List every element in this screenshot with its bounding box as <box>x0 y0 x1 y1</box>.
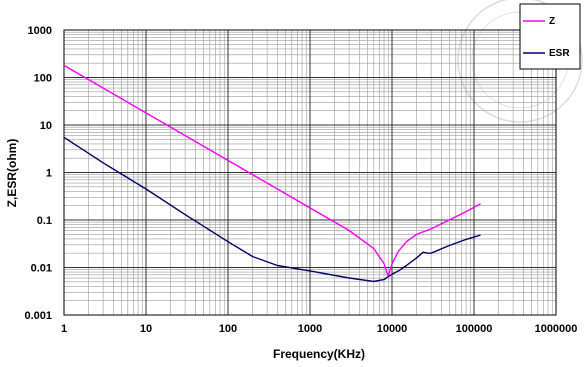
legend: Z ESR <box>519 3 581 70</box>
x-tick-label: 10000 <box>377 323 408 335</box>
y-tick-label: 1000 <box>28 25 52 37</box>
y-tick-label: 0.001 <box>24 310 52 322</box>
y-tick-label: 100 <box>34 73 52 85</box>
y-tick-label: 10 <box>40 120 52 132</box>
series-line-esr <box>63 136 481 283</box>
x-tick-label: 10 <box>140 323 152 335</box>
legend-label-esr: ESR <box>549 48 570 59</box>
x-axis-ticks: 1 10 100 1000 10000 100000 1000000 <box>61 323 577 335</box>
plot-frame <box>63 29 557 316</box>
x-tick-label: 1000000 <box>535 323 578 335</box>
legend-label-z: Z <box>549 16 555 27</box>
series-line-z <box>63 64 481 278</box>
x-axis-title: Frequency(KHz) <box>273 347 365 361</box>
y-tick-label: 1 <box>46 168 52 180</box>
x-tick-label: 100000 <box>456 323 493 335</box>
y-tick-label: 0.1 <box>37 215 52 227</box>
series-layer <box>63 64 481 283</box>
x-tick-label: 1000 <box>298 323 322 335</box>
y-tick-label: 0.01 <box>31 263 52 275</box>
y-axis-title: Z,ESR(ohm) <box>5 139 19 208</box>
watermark-ring <box>457 0 583 123</box>
x-tick-label: 1 <box>61 323 67 335</box>
y-axis-ticks: 1000 100 10 1 0.1 0.01 0.001 <box>24 25 52 322</box>
legend-box <box>519 3 581 70</box>
x-tick-label: 100 <box>219 323 237 335</box>
